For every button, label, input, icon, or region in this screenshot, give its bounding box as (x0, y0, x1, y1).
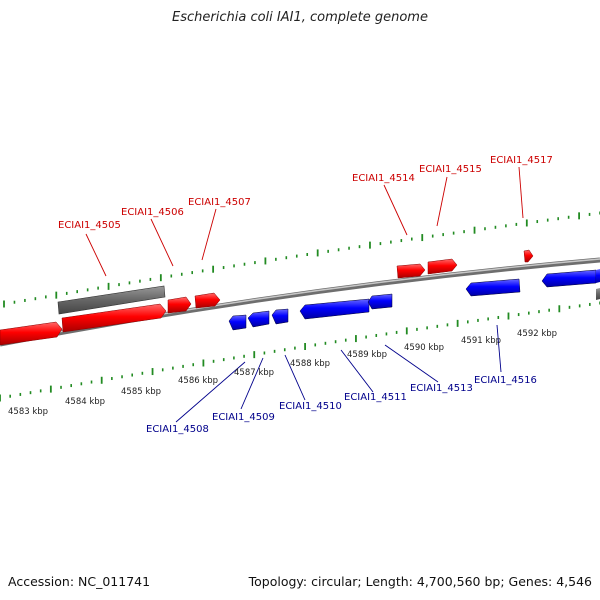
gene-label-rev[interactable]: ECIAI1_4515 (419, 164, 482, 175)
map-title: Escherichia coli IAI1, complete genome (172, 10, 428, 25)
scale-labels: 4583 kbp 4584 kbp 4585 kbp 4586 kbp 4587… (8, 329, 557, 417)
gene-label-fwd[interactable]: ECIAI1_4510 (279, 401, 342, 412)
gene-label-rev[interactable]: ECIAI1_4517 (490, 155, 553, 166)
scale-label: 4587 kbp (234, 368, 274, 378)
reverse-gene-arrow-6[interactable] (427, 258, 458, 275)
reverse-gene-arrows (0, 249, 534, 346)
gene-label-fwd[interactable]: ECIAI1_4511 (344, 392, 407, 403)
scale-label: 4584 kbp (65, 397, 105, 407)
gene-label-fwd[interactable]: ECIAI1_4509 (212, 412, 275, 423)
gray-feature-right[interactable] (596, 288, 600, 300)
genome-summary-text: Topology: circular; Length: 4,700,560 bp… (248, 574, 592, 589)
scale-label: 4589 kbp (347, 350, 387, 360)
forward-gene-arrow-8[interactable] (596, 269, 600, 283)
reverse-gene-arrow-7[interactable] (523, 249, 534, 263)
forward-gene-arrow-3[interactable] (271, 308, 289, 325)
scale-label: 4585 kbp (121, 387, 161, 397)
outer-tick-track (3, 211, 600, 308)
scale-label: 4590 kbp (404, 343, 444, 353)
forward-gene-leaders (175, 324, 502, 423)
scale-label: 4583 kbp (8, 407, 48, 417)
forward-gene-arrow-5[interactable] (367, 293, 393, 310)
forward-gene-arrow-4[interactable] (299, 298, 370, 320)
scale-label: 4586 kbp (178, 376, 218, 386)
reverse-gene-arrow-4[interactable] (194, 292, 221, 309)
forward-gene-labels: ECIAI1_4508 ECIAI1_4509 ECIAI1_4510 ECIA… (146, 375, 537, 435)
gene-label-fwd[interactable]: ECIAI1_4513 (410, 383, 473, 394)
gene-label-rev[interactable]: ECIAI1_4506 (121, 207, 184, 218)
forward-gene-arrow-1[interactable] (228, 314, 247, 331)
reverse-gene-arrow-1[interactable] (0, 321, 63, 346)
reverse-gene-arrow-3[interactable] (167, 296, 192, 314)
gene-label-rev[interactable]: ECIAI1_4505 (58, 220, 121, 231)
reverse-gene-arrow-2[interactable] (61, 303, 167, 333)
scale-label: 4588 kbp (290, 359, 330, 369)
scale-label: 4591 kbp (461, 336, 501, 346)
gray-feature[interactable] (57, 285, 166, 315)
reverse-gene-labels: ECIAI1_4505 ECIAI1_4506 ECIAI1_4507 ECIA… (58, 155, 553, 231)
gene-label-fwd[interactable]: ECIAI1_4516 (474, 375, 537, 386)
forward-gene-arrow-7[interactable] (541, 269, 597, 288)
forward-gene-arrow-6[interactable] (465, 278, 521, 297)
gene-label-rev[interactable]: ECIAI1_4514 (352, 173, 415, 184)
gene-label-rev[interactable]: ECIAI1_4507 (188, 197, 251, 208)
scale-label: 4592 kbp (517, 329, 557, 339)
accession-text: Accession: NC_011741 (8, 574, 151, 589)
forward-gene-arrow-2[interactable] (247, 310, 270, 328)
forward-gene-arrows (228, 269, 600, 331)
gene-label-fwd[interactable]: ECIAI1_4508 (146, 424, 209, 435)
inner-tick-track (0, 301, 600, 402)
reverse-gene-arrow-5[interactable] (396, 263, 426, 279)
reverse-gene-leaders (85, 166, 524, 277)
